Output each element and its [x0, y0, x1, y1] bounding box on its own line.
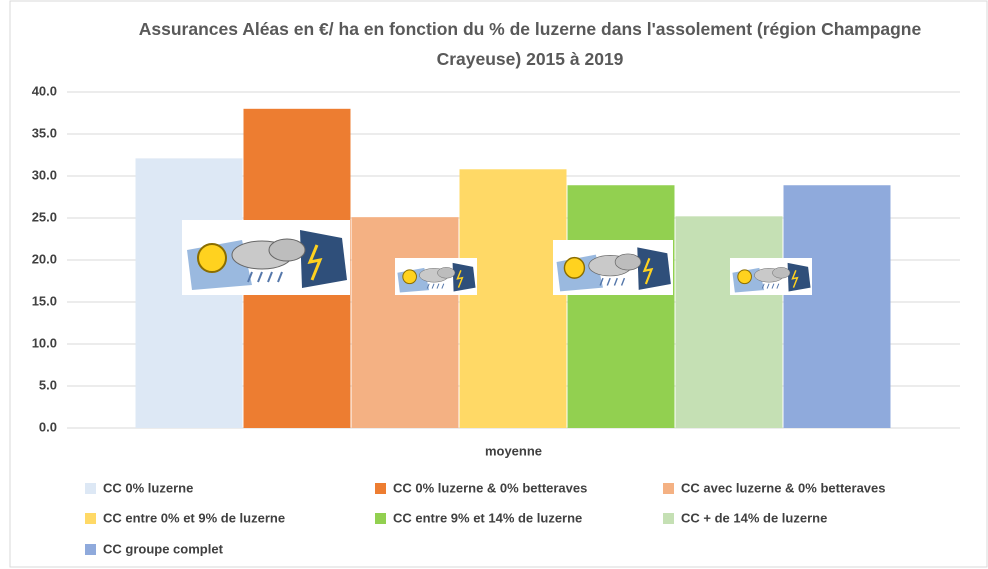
legend-swatch: [663, 513, 674, 524]
legend-swatch: [375, 513, 386, 524]
y-tick-label: 25.0: [32, 209, 57, 224]
legend-swatch: [663, 483, 674, 494]
bar: [675, 216, 783, 428]
chart-title: Assurances Aléas en €/ ha en fonction du…: [138, 19, 922, 69]
chart-frame: [9, 0, 988, 568]
y-tick-label: 20.0: [32, 251, 57, 266]
y-tick-label: 30.0: [32, 167, 57, 182]
y-tick-label: 10.0: [32, 335, 57, 350]
y-tick-label: 35.0: [32, 125, 57, 140]
legend-label: CC groupe complet: [103, 541, 224, 556]
legend-label: CC entre 9% et 14% de luzerne: [393, 510, 582, 525]
legend-swatch: [85, 483, 96, 494]
legend-swatch: [85, 544, 96, 555]
legend-swatch: [375, 483, 386, 494]
y-tick-label: 40.0: [32, 83, 57, 98]
bar: [783, 185, 891, 428]
bar: [459, 169, 567, 428]
bar: [351, 217, 459, 428]
x-tick-label: moyenne: [485, 443, 542, 458]
legend-label: CC 0% luzerne & 0% betteraves: [393, 480, 587, 495]
bar: [567, 185, 675, 428]
y-tick-label: 5.0: [39, 377, 57, 392]
weather-icons: [182, 220, 812, 295]
legend-label: CC 0% luzerne: [103, 480, 193, 495]
legend-label: CC entre 0% et 9% de luzerne: [103, 510, 285, 525]
y-tick-label: 0.0: [39, 419, 57, 434]
legend-swatch: [85, 513, 96, 524]
legend-label: CC + de 14% de luzerne: [681, 510, 827, 525]
legend-label: CC avec luzerne & 0% betteraves: [681, 480, 885, 495]
y-tick-label: 15.0: [32, 293, 57, 308]
